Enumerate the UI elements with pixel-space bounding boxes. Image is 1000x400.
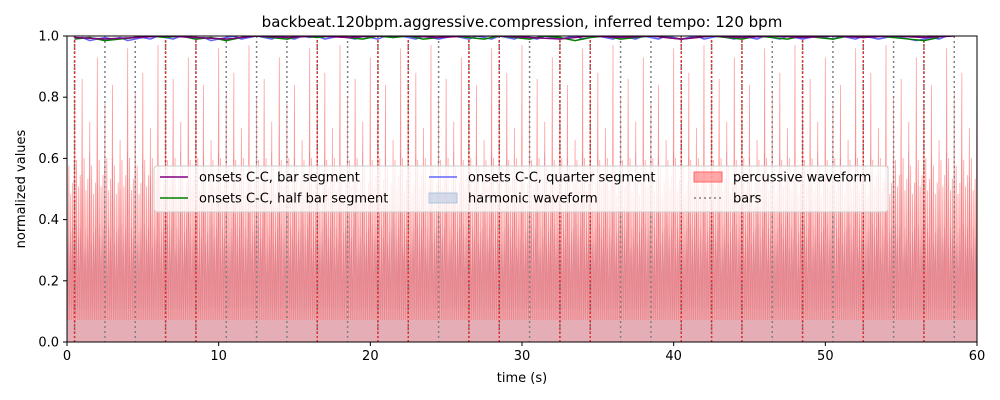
legend-label: onsets C-C, half bar segment [199, 192, 388, 207]
x-axis-ticks: 0 10 20 30 40 50 60 [63, 342, 985, 364]
x-tick-label: 50 [817, 349, 834, 364]
x-tick-label: 20 [362, 349, 379, 364]
legend-label: harmonic waveform [468, 192, 598, 207]
x-tick-label: 10 [210, 349, 227, 364]
onsets-c-c-bar-segment-line [74, 36, 955, 40]
legend-label: percussive waveform [733, 171, 871, 186]
y-tick-label: 0.2 [38, 274, 59, 289]
y-tick-label: 0.4 [38, 213, 59, 228]
bar-lines [73, 36, 955, 342]
legend-swatch [693, 171, 723, 183]
y-tick-label: 0.6 [38, 152, 59, 167]
legend-swatch [428, 192, 458, 204]
y-axis-label: normalized values [14, 129, 29, 248]
y-tick-label: 0.0 [38, 336, 59, 351]
legend: onsets C-C, bar segment onsets C-C, half … [153, 165, 889, 213]
chart-title: backbeat.120bpm.aggressive.compression, … [262, 13, 783, 31]
x-tick-label: 40 [665, 349, 682, 364]
y-axis-ticks: 0.0 0.2 0.4 0.6 0.8 1.0 [38, 30, 67, 351]
x-tick-label: 60 [969, 349, 986, 364]
onset-series-lines [74, 36, 955, 42]
y-tick-label: 0.8 [38, 91, 59, 106]
x-axis-label: time (s) [497, 371, 547, 386]
legend-label: onsets C-C, bar segment [199, 171, 360, 186]
x-tick-label: 0 [63, 349, 71, 364]
x-tick-label: 30 [514, 349, 531, 364]
y-tick-label: 1.0 [38, 30, 59, 45]
legend-label: bars [733, 192, 762, 207]
legend-label: onsets C-C, quarter segment [468, 171, 655, 186]
